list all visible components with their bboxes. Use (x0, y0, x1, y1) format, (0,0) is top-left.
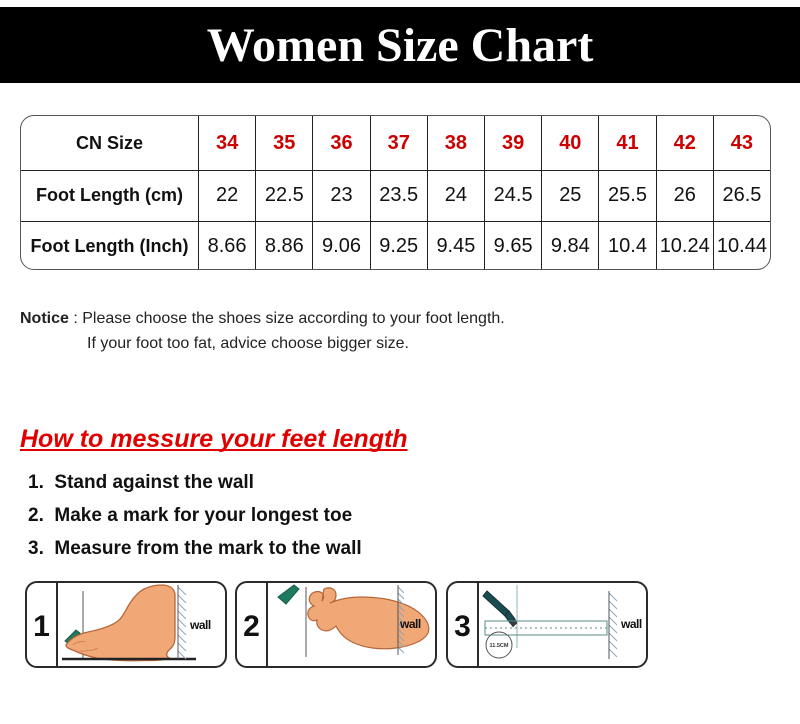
svg-text:11.5CM: 11.5CM (490, 643, 509, 649)
